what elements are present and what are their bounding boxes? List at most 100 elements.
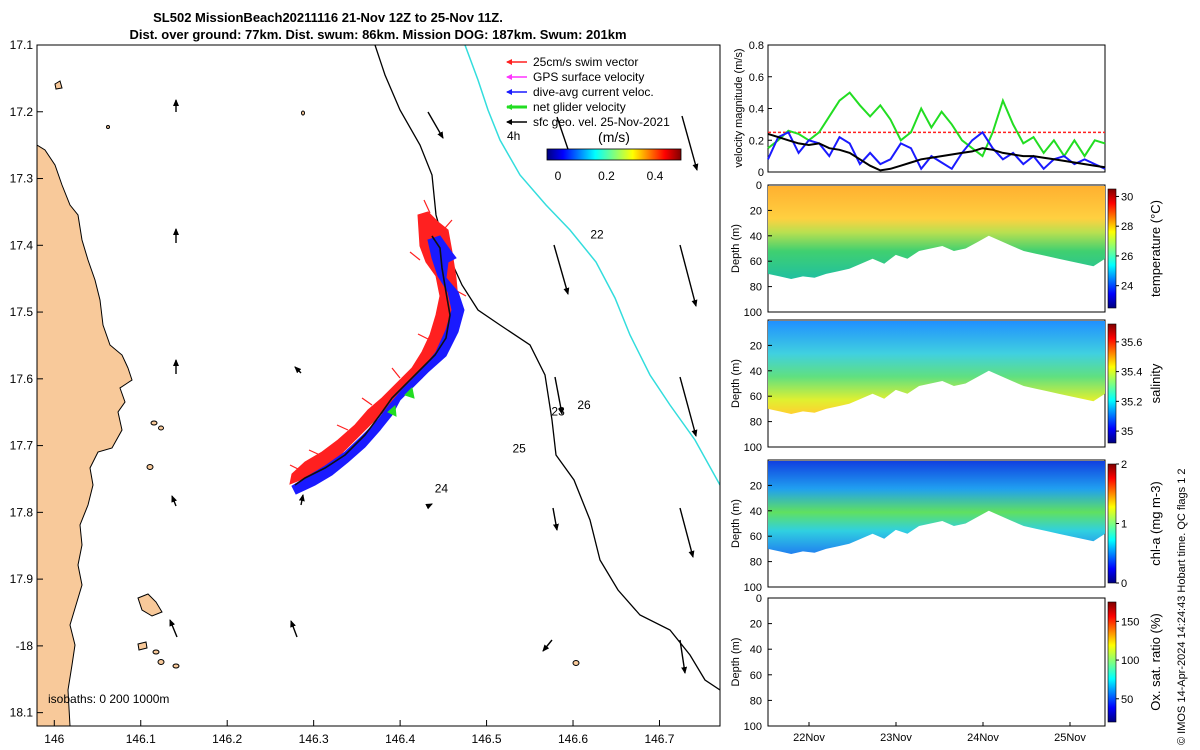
day-label: 23 [551,405,565,419]
legend-label: sfc geo. vel. 25-Nov-2021 [533,115,670,129]
map-y-axis: 17.1 17.2 17.3 17.4 17.5 17.6 17.7 17.8 17.9 -18 1… [10,38,43,720]
heatmap-y-tick-label: 80 [750,417,762,429]
heatmap-y-tick-label: 40 [750,506,762,518]
island [106,125,110,129]
heatmap-y-tick-label: 20 [750,480,762,492]
colorbar-tick-label: 35.6 [1121,337,1142,349]
heatmap-ylabel: Depth (m) [730,224,742,273]
legend-arrowhead [506,104,512,110]
velocity-ylabel: velocity magnitude (m/s) [733,48,745,167]
heatmap-y-tick-label: 80 [750,695,762,707]
map-title-line2: Dist. over ground: 77km. Dist. swum: 86k… [129,27,626,42]
heatmap-y-tick-label: 40 [750,644,762,656]
heatmap-ylabel: Depth (m) [730,499,742,548]
legend-label: GPS surface velocity [533,70,644,84]
heatmap-y-tick-label: 60 [750,531,762,543]
map-y-tick-label: 18.1 [10,706,34,720]
heatmap-y-tick-label: 0 [756,593,762,605]
heatmap-y-tick-label: 100 [744,442,762,454]
heatmap-colorbar [1107,463,1117,584]
heatmap-panel-salinity: 20 40 60 80 100 Depth (m) 35 35.2 35.4 35.6 salini… [730,319,1163,454]
isobath-1000m [464,45,720,486]
map-y-tick-label: 17.5 [10,305,34,319]
velocity-y-tick-label: 0.6 [749,72,764,84]
speed-colorbar [546,148,682,161]
colorbar-unit: (m/s) [598,129,630,145]
speed-colorbar-ticks: 0 0.2 0.4 [555,169,664,183]
heatmap-ylabel: Depth (m) [730,638,742,687]
colorbar-label: salinity [1148,363,1163,403]
map-y-tick-label: 17.9 [10,572,34,586]
map-y-tick-label: 17.4 [10,238,34,252]
sfc-geo-velocity-arrows [169,99,699,674]
colorbar-tick-label: 24 [1121,281,1133,293]
legend-label: dive-avg current veloc. [533,85,654,99]
heatmap-y-tick-label: 80 [750,557,762,569]
map-y-tick-label: 17.6 [10,372,34,386]
credit-line: © IMOS 14-Apr-2024 14:24:43 Hobart time.… [1176,468,1188,745]
map-x-tick-label: 146 [44,732,64,746]
island [172,663,180,669]
map-x-tick-label: 146.1 [126,732,156,746]
island [150,420,158,426]
map-x-tick-label: 146.4 [385,732,415,746]
map-x-tick-label: 146.2 [212,732,242,746]
map-x-tick-label: 146.5 [472,732,502,746]
colorbar-tick-label: 150 [1121,616,1139,628]
island [572,660,580,666]
speed-colorbar-tick-label: 0.4 [647,169,664,183]
colorbar-tick-label: 50 [1121,694,1133,706]
map-y-tick-label: 17.7 [10,439,34,453]
speed-colorbar-tick-label: 0 [555,169,562,183]
legend-label: 25cm/s swim vector [533,55,638,69]
colorbar-tick-label: 26 [1121,251,1133,263]
swim-vector-spikes [289,199,467,471]
map-x-tick-label: 146.7 [644,732,674,746]
net-track [294,235,451,486]
map-frame [36,44,721,727]
heatmap-frame [767,597,1106,727]
map-y-tick-label: 17.3 [10,172,34,186]
map-y-tick-label: -18 [16,639,34,653]
legend-label: net glider velocity [533,100,626,114]
day-label: 26 [577,398,591,412]
heatmap-field [768,321,1105,414]
heatmap-y-tick-label: 60 [750,391,762,403]
map-y-tick-label: 17.1 [10,38,34,52]
day-label: 25 [513,441,527,455]
colorbar-tick-label: 0 [1121,578,1127,590]
time-x-tick-label: 22Nov [793,732,825,744]
isobath-label: isobaths: 0 200 1000m [48,692,169,706]
map-plot-area: 22 23 24 25 26 [37,45,720,726]
heatmap-colorbar [1107,188,1117,309]
heatmap-y-tick-label: 80 [750,282,762,294]
velocity-panel: 0 0.2 0.4 0.6 0.8 velocity magnitude (m/s) [733,40,1106,179]
colorbar-label: temperature (°C) [1148,200,1163,297]
day-labels: 22 23 24 25 26 [435,228,604,496]
heatmap-y-tick-label: 0 [756,180,762,192]
heatmap-colorbar [1107,323,1117,444]
heatmap-panel-chl-a: 20 40 60 80 100 Depth (m) 0 1 2 chl-a (mg m-3) [730,459,1163,594]
island [301,110,305,116]
legend-arrowhead [506,89,512,95]
heatmap-panel-temperature: 0 20 40 60 80 100 Depth (m) 24 26 28 30 temperature… [730,180,1163,319]
colorbar-tick-label: 28 [1121,221,1133,233]
heatmap-panel-ox: 0 20 40 60 80 100 Depth (m) 50 100 150 Ox. sat. ra… [730,593,1163,744]
heatmap-y-tick-label: 60 [750,670,762,682]
map-x-axis: 146 146.1 146.2 146.3 146.4 146.5 146.6 146.7 [44,720,675,746]
speed-colorbar-tick-label: 0.2 [598,169,615,183]
day-label: 24 [435,481,449,495]
velocity-y-tick-label: 0.2 [749,135,764,147]
heatmap-y-tick-label: 20 [750,205,762,217]
isobath-200m [374,45,720,691]
heatmap-ylabel: Depth (m) [730,359,742,408]
map-y-tick-label: 17.2 [10,105,34,119]
colorbar-label: Ox. sat. ratio (%) [1148,613,1163,711]
velocity-series-line [767,91,1106,158]
coastline-land [37,144,133,726]
heatmap-y-tick-label: 20 [750,619,762,631]
map-x-tick-label: 146.3 [299,732,329,746]
island [146,464,154,470]
colorbar-tick-label: 2 [1121,459,1127,471]
heatmap-colorbar [1107,601,1117,723]
